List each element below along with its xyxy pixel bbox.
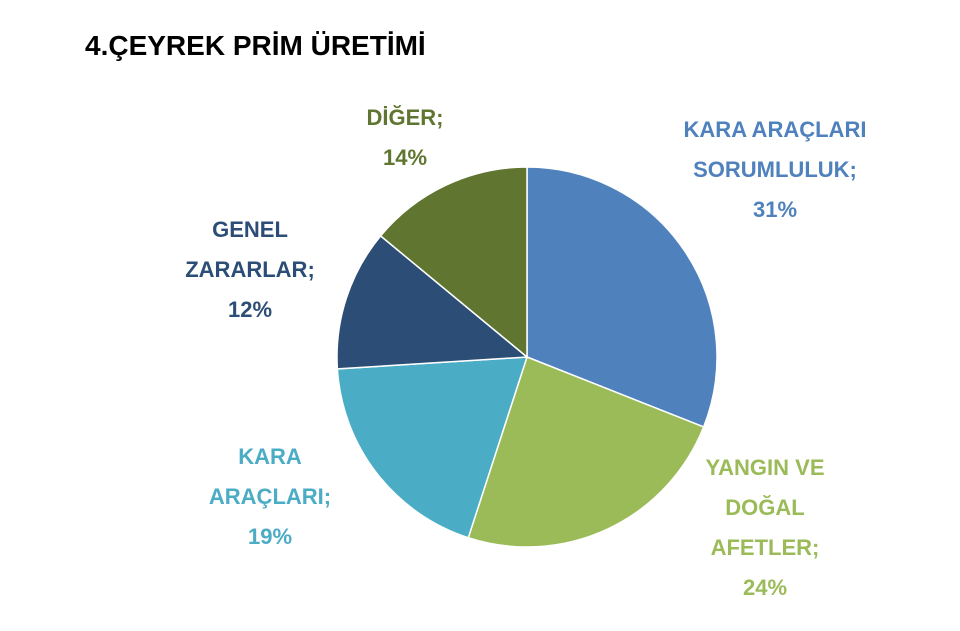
slice-label: KARA ARAÇLARI; 19% bbox=[195, 437, 345, 557]
pie-slice bbox=[379, 166, 528, 359]
value-label: 12% bbox=[227, 297, 273, 322]
category-label: YANGIN VE DOĞAL AFETLER; bbox=[705, 455, 825, 560]
pie-slice bbox=[336, 234, 529, 370]
slice-label: YANGIN VE DOĞAL AFETLER; 24% bbox=[690, 448, 840, 608]
slice-label: GENEL ZARARLAR; 12% bbox=[175, 210, 325, 330]
pie-slice bbox=[526, 166, 718, 428]
slice-label: DİĞER; 14% bbox=[345, 98, 465, 178]
value-label: 19% bbox=[247, 524, 293, 549]
value-label: 24% bbox=[742, 575, 788, 600]
pie-slice bbox=[467, 356, 705, 548]
pie-slice bbox=[336, 356, 529, 539]
category-label: KARA ARAÇLARI SORUMLULUK; bbox=[683, 117, 867, 182]
chart-title: 4.ÇEYREK PRİM ÜRETİMİ bbox=[85, 30, 426, 61]
value-label: 31% bbox=[752, 197, 798, 222]
category-label: DİĞER; bbox=[366, 105, 444, 130]
category-label: GENEL ZARARLAR; bbox=[185, 217, 315, 282]
category-label: KARA ARAÇLARI; bbox=[208, 444, 332, 509]
slice-label: KARA ARAÇLARI SORUMLULUK; 31% bbox=[655, 110, 895, 230]
value-label: 14% bbox=[382, 145, 428, 170]
